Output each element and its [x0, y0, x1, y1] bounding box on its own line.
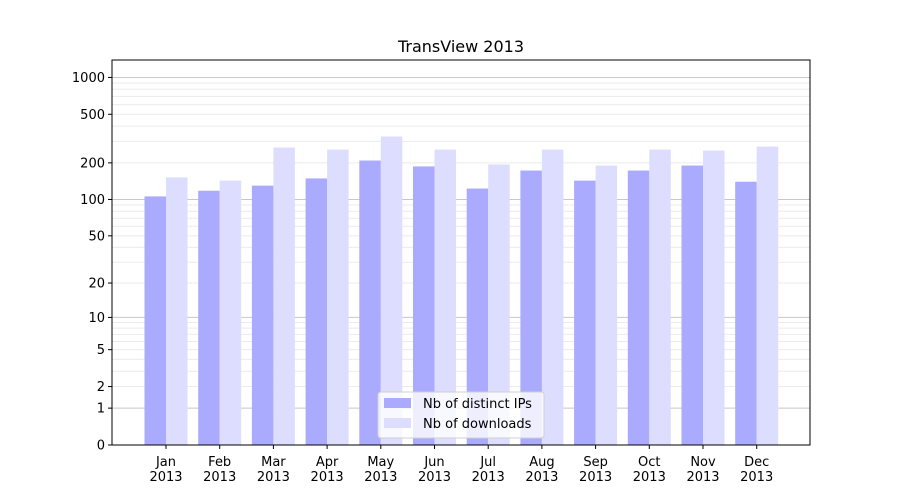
- bar-distinct-ips: [574, 180, 596, 446]
- bar-downloads: [703, 150, 725, 445]
- bar-distinct-ips: [198, 190, 220, 445]
- y-tick-label: 50: [88, 229, 105, 244]
- x-tick-label: Feb 2013: [203, 455, 236, 485]
- bar-distinct-ips: [681, 165, 703, 445]
- bar-downloads: [488, 164, 510, 445]
- y-tick-label: 1000: [72, 71, 105, 86]
- bar-downloads: [380, 136, 403, 445]
- bar-distinct-ips: [251, 185, 274, 445]
- x-tick-label: Jan 2013: [149, 455, 182, 485]
- bar-downloads: [434, 149, 456, 445]
- bar-downloads: [541, 149, 564, 445]
- bar-downloads: [756, 146, 779, 445]
- bar-downloads: [219, 180, 242, 446]
- x-tick-label: Jul 2013: [472, 455, 505, 485]
- x-tick-label: Oct 2013: [633, 455, 666, 485]
- bar-distinct-ips: [413, 166, 435, 446]
- y-tick-label: 2: [97, 380, 105, 395]
- bar-distinct-ips: [466, 188, 489, 445]
- y-tick-label: 20: [88, 277, 105, 292]
- bar-downloads: [649, 149, 671, 445]
- x-tick-label: May 2013: [364, 455, 397, 485]
- bar-distinct-ips: [520, 170, 542, 445]
- x-tick-label: Sep 2013: [579, 455, 612, 485]
- bar-downloads: [166, 177, 188, 445]
- x-tick-label: Dec 2013: [740, 455, 773, 485]
- y-tick-label: 100: [80, 193, 105, 208]
- legend-label: Nb of distinct IPs: [423, 397, 532, 412]
- x-tick-label: Nov 2013: [686, 455, 719, 485]
- bar-downloads: [595, 165, 618, 445]
- y-tick-label: 1: [97, 402, 105, 417]
- bar-distinct-ips: [627, 170, 650, 445]
- bar-distinct-ips: [735, 181, 757, 446]
- legend: Nb of distinct IPs Nb of downloads: [377, 391, 545, 439]
- plot-frame: [111, 59, 811, 446]
- x-tick-label: Aug 2013: [525, 455, 558, 485]
- bar-downloads: [273, 147, 295, 446]
- y-tick-label: 10: [88, 311, 105, 326]
- y-tick-label: 200: [80, 156, 105, 171]
- bar-distinct-ips: [305, 178, 328, 445]
- legend-swatch: [384, 398, 411, 408]
- bar-distinct-ips: [144, 196, 166, 445]
- y-tick-label: 5: [97, 343, 105, 358]
- y-tick-label: 0: [97, 439, 105, 454]
- legend-box: [377, 391, 545, 439]
- y-tick-label: 500: [80, 108, 105, 123]
- bar-downloads: [327, 149, 349, 445]
- x-tick-label: Apr 2013: [311, 455, 344, 485]
- legend-label: Nb of downloads: [423, 417, 532, 432]
- x-tick-label: Jun 2013: [418, 455, 451, 485]
- legend-swatch: [384, 418, 411, 428]
- bar-distinct-ips: [359, 160, 381, 445]
- chart-title: TransView 2013: [397, 37, 524, 56]
- x-tick-label: Mar 2013: [257, 455, 290, 485]
